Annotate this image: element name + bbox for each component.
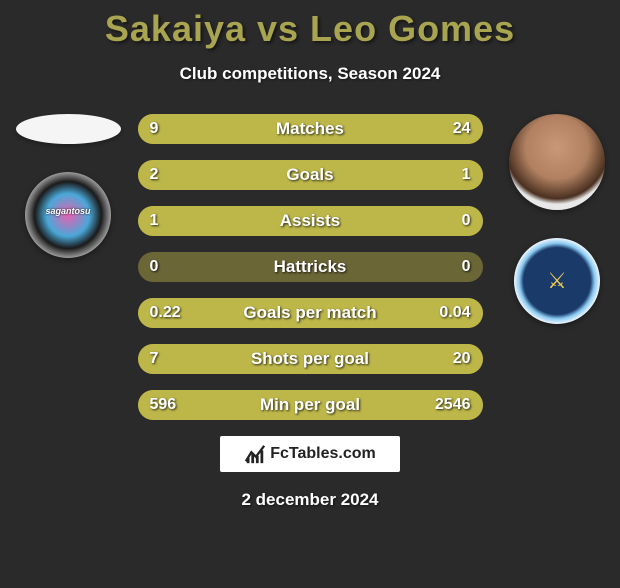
left-player-column <box>8 114 128 258</box>
stat-bars: 924Matches 21Goals 10Assists 00Hattricks 0.2… <box>138 114 483 420</box>
stat-row: 10Assists <box>138 206 483 236</box>
stat-row: 5962546Min per goal <box>138 390 483 420</box>
chart-icon <box>244 443 266 465</box>
club-badge-right-icon: ⚔ <box>547 268 567 294</box>
stat-row: 21Goals <box>138 160 483 190</box>
stat-label: Goals <box>138 160 483 190</box>
stat-label: Hattricks <box>138 252 483 282</box>
fctables-label: FcTables.com <box>270 445 376 463</box>
right-player-column: ⚔ <box>502 114 612 324</box>
stat-label: Goals per match <box>138 298 483 328</box>
stat-label: Matches <box>138 114 483 144</box>
content-area: ⚔ 924Matches 21Goals 10Assists 00Hattricks 0… <box>0 114 620 420</box>
comparison-subtitle: Club competitions, Season 2024 <box>0 64 620 84</box>
player-left-photo-placeholder <box>16 114 121 144</box>
club-badge-right: ⚔ <box>514 238 600 324</box>
stat-label: Shots per goal <box>138 344 483 374</box>
fctables-watermark: FcTables.com <box>220 436 400 472</box>
stat-row: 0.220.04Goals per match <box>138 298 483 328</box>
comparison-title: Sakaiya vs Leo Gomes <box>0 8 620 50</box>
comparison-date: 2 december 2024 <box>0 490 620 510</box>
stat-label: Assists <box>138 206 483 236</box>
club-badge-left <box>25 172 111 258</box>
stat-row: 924Matches <box>138 114 483 144</box>
player-right-photo <box>509 114 605 210</box>
stat-label: Min per goal <box>138 390 483 420</box>
stat-row: 00Hattricks <box>138 252 483 282</box>
stat-row: 720Shots per goal <box>138 344 483 374</box>
